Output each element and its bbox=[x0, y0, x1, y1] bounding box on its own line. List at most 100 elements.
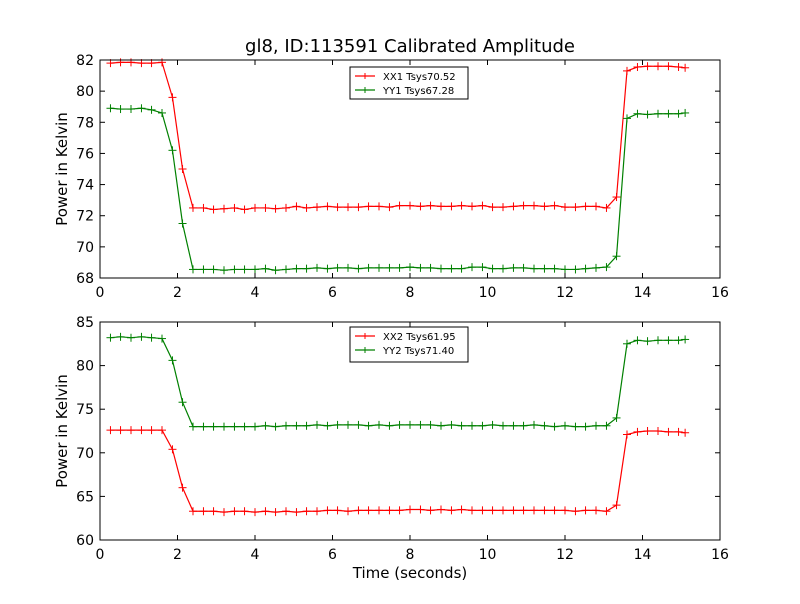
data-point bbox=[344, 420, 352, 429]
data-point bbox=[681, 428, 690, 437]
data-point bbox=[468, 506, 476, 515]
data-point bbox=[633, 63, 642, 72]
y-tick-label: 68 bbox=[76, 271, 94, 287]
data-point bbox=[674, 63, 683, 72]
x-tick-label: 8 bbox=[406, 547, 415, 563]
data-point bbox=[561, 203, 569, 212]
legend-label: XX2 Tsys61.95 bbox=[383, 332, 456, 343]
data-point bbox=[333, 263, 342, 272]
data-point bbox=[623, 339, 631, 348]
data-point bbox=[271, 204, 280, 213]
data-point bbox=[116, 426, 125, 435]
data-point bbox=[385, 203, 394, 212]
data-point bbox=[457, 505, 466, 514]
data-point bbox=[364, 506, 373, 515]
data-point bbox=[643, 110, 652, 119]
legend-label: XX1 Tsys70.52 bbox=[383, 72, 456, 83]
data-point bbox=[178, 398, 187, 407]
data-point bbox=[127, 426, 135, 435]
series-line bbox=[110, 429, 686, 513]
x-tick-label: 12 bbox=[556, 285, 574, 301]
data-point bbox=[178, 483, 187, 492]
data-point bbox=[654, 427, 662, 435]
data-point bbox=[561, 421, 569, 430]
legend: XX2 Tsys61.95 YY2 Tsys71.40 bbox=[349, 326, 469, 363]
data-point bbox=[550, 506, 559, 515]
data-point bbox=[602, 421, 611, 430]
data-point bbox=[437, 505, 445, 514]
data-point bbox=[468, 421, 476, 430]
y-axis-label: Power in Kelvin bbox=[53, 112, 71, 226]
data-point bbox=[127, 333, 135, 342]
data-point bbox=[375, 506, 383, 515]
data-point bbox=[344, 507, 352, 516]
data-point bbox=[612, 252, 621, 261]
data-point bbox=[251, 422, 259, 431]
data-point bbox=[168, 146, 177, 155]
data-point bbox=[416, 420, 425, 429]
data-point bbox=[364, 202, 373, 211]
data-point bbox=[416, 202, 425, 211]
data-point bbox=[137, 104, 146, 113]
data-point bbox=[530, 264, 538, 273]
data-point bbox=[426, 506, 435, 515]
data-point bbox=[664, 336, 673, 345]
data-point bbox=[333, 420, 342, 429]
data-point bbox=[664, 427, 673, 436]
legend: XX1 Tsys70.52 YY1 Tsys67.28 bbox=[349, 66, 469, 100]
data-point bbox=[364, 263, 373, 272]
data-point bbox=[158, 334, 166, 343]
data-point bbox=[282, 265, 290, 274]
data-point bbox=[406, 505, 414, 514]
y-tick-label: 74 bbox=[76, 178, 94, 194]
data-point bbox=[395, 263, 404, 272]
y-tick-label: 70 bbox=[76, 240, 94, 256]
data-point bbox=[426, 420, 435, 429]
data-point bbox=[478, 263, 487, 272]
data-point bbox=[592, 263, 600, 272]
legend-box bbox=[349, 326, 469, 363]
x-tick-label: 12 bbox=[556, 547, 574, 563]
x-tick-label: 10 bbox=[479, 547, 497, 563]
data-point bbox=[540, 506, 549, 515]
data-point bbox=[602, 203, 611, 212]
data-point bbox=[158, 108, 166, 117]
data-point bbox=[220, 508, 228, 517]
series-2-2 bbox=[106, 332, 690, 431]
data-point bbox=[292, 508, 301, 517]
data-point bbox=[220, 422, 228, 431]
legend-entry: YY2 Tsys71.40 bbox=[355, 346, 454, 357]
data-point bbox=[333, 203, 342, 212]
data-point bbox=[395, 420, 404, 429]
data-point bbox=[354, 264, 363, 273]
x-axis-label: Time (seconds) bbox=[352, 564, 468, 582]
data-point bbox=[550, 201, 559, 210]
data-point bbox=[261, 507, 270, 516]
data-point bbox=[406, 420, 414, 429]
data-point bbox=[437, 264, 445, 273]
data-point bbox=[550, 264, 559, 273]
data-point bbox=[457, 264, 466, 273]
data-point bbox=[313, 507, 321, 516]
data-point bbox=[292, 421, 301, 430]
data-point bbox=[681, 63, 690, 72]
data-point bbox=[633, 109, 642, 118]
data-point bbox=[499, 506, 507, 515]
data-point bbox=[612, 193, 621, 202]
data-point bbox=[488, 506, 497, 515]
y-tick-label: 82 bbox=[76, 53, 94, 69]
x-tick-label: 14 bbox=[634, 547, 652, 563]
data-point bbox=[643, 62, 652, 71]
series-1-1 bbox=[106, 58, 690, 214]
data-point bbox=[499, 264, 507, 273]
data-point bbox=[571, 422, 580, 431]
data-point bbox=[478, 201, 487, 210]
data-point bbox=[447, 202, 456, 211]
data-point bbox=[189, 422, 197, 431]
data-point bbox=[261, 203, 270, 212]
data-point bbox=[323, 202, 332, 211]
x-tick-label: 0 bbox=[96, 547, 105, 563]
data-point bbox=[426, 263, 435, 272]
data-point bbox=[230, 422, 239, 431]
